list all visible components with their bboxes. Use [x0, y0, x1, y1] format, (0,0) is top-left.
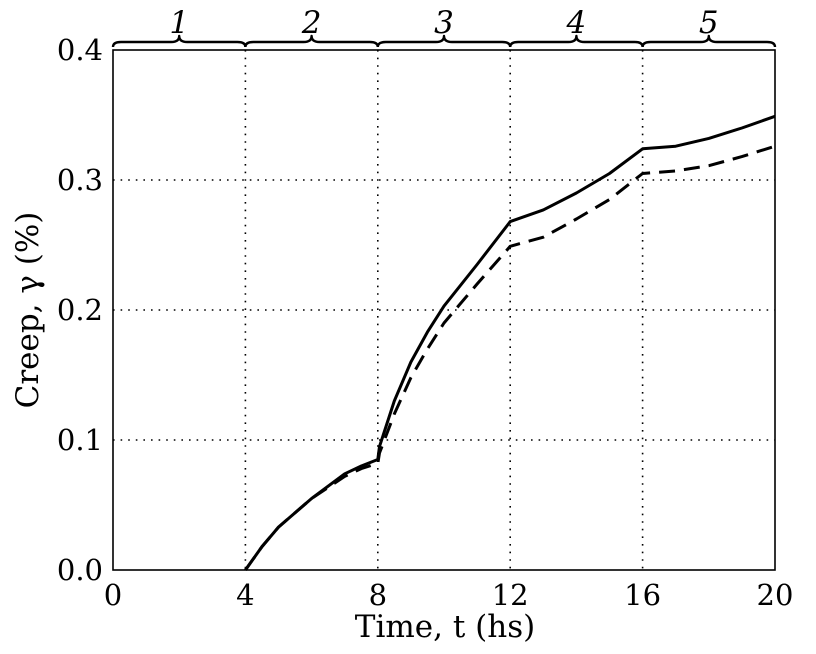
- stage-brace: [641, 34, 777, 48]
- stage-brace: [244, 34, 379, 48]
- series-line-solid: [244, 114, 776, 571]
- stage-label: 5: [699, 5, 719, 41]
- stage-label: 1: [169, 5, 189, 41]
- y-tick-label: 0.1: [57, 423, 103, 457]
- series-lines: [244, 114, 776, 571]
- stage-braces: 1 2 3 4 5: [111, 5, 777, 48]
- stage-label: 3: [434, 5, 454, 41]
- x-tick-label: 0: [104, 578, 122, 612]
- grid: [113, 50, 775, 570]
- x-tick-label: 20: [757, 578, 794, 612]
- stage-label: 2: [301, 5, 322, 41]
- y-tick-label: 0.0: [57, 553, 103, 587]
- x-tick-label: 16: [624, 578, 661, 612]
- stage-brace: [111, 34, 247, 48]
- x-tick-label: 12: [492, 578, 529, 612]
- y-tick-label: 0.3: [57, 163, 103, 197]
- x-tick-label: 8: [369, 578, 387, 612]
- stage-brace: [509, 34, 644, 48]
- plot-frame: [112, 49, 776, 571]
- series-line-dashed: [244, 144, 776, 571]
- y-tick-label: 0.4: [57, 33, 103, 67]
- stage-label: 4: [566, 5, 587, 41]
- y-tick-label: 0.2: [57, 293, 103, 327]
- x-tick-label: 4: [236, 578, 254, 612]
- x-axis-label: Time, t (hs): [355, 609, 535, 645]
- stage-brace: [376, 34, 512, 48]
- y-axis-label: Creep, γ (%): [10, 212, 46, 409]
- tick-labels: 0 4 8 12 16 20 0.0 0.1 0.2 0.3 0.4: [57, 33, 794, 612]
